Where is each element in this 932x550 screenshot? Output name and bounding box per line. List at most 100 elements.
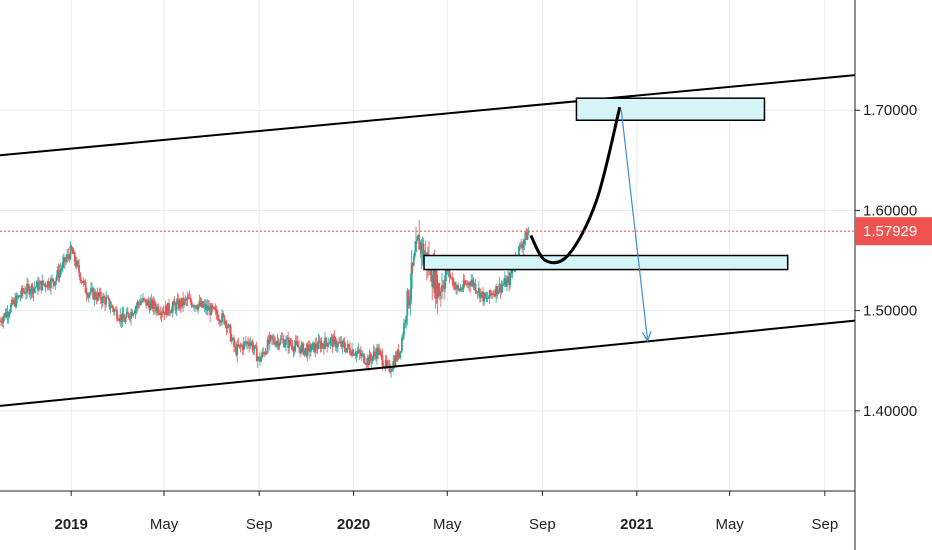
candle-body [295,341,298,344]
candle [328,341,331,345]
candle [351,342,353,358]
candle-body [319,342,322,349]
candle [317,333,320,350]
candle [175,298,178,316]
candle-body [200,301,203,306]
candle-body [477,288,480,293]
candle [45,285,48,288]
candle-body [165,305,168,316]
candle [253,345,256,355]
candle [104,295,106,312]
candle [312,340,314,350]
candle [14,293,17,309]
candle [123,315,126,323]
candle-body [2,317,5,324]
candle-body [326,342,329,347]
candle-body [274,342,277,346]
candle [266,336,269,355]
candle [332,333,335,347]
candle [199,296,202,307]
candle-body [92,288,95,300]
x-tick-label: 2020 [337,516,370,533]
candle [130,307,132,326]
candle [306,341,309,362]
candle-body [496,285,499,294]
candle-body [57,269,60,278]
candle [318,335,321,344]
candle-body [370,358,373,361]
drawings [0,74,856,407]
candle [183,297,186,308]
candle-body [247,341,249,345]
candle-body [265,352,268,354]
candle-body [499,283,502,292]
candle [372,344,375,361]
candle [497,290,500,295]
candle-body [143,298,145,300]
candle [292,347,295,358]
candle-body [320,343,323,349]
candle [229,323,232,343]
candle [439,287,442,308]
candle-body [9,305,12,313]
candle-body [278,343,281,347]
candle-body [58,271,61,278]
candle [392,354,395,373]
candle [288,336,291,354]
candle-body [48,287,51,288]
candle [448,267,451,284]
candle-body [364,362,366,364]
candle-body [43,283,46,285]
candle [295,335,298,345]
candle-body [39,281,41,284]
candle [236,339,239,362]
candle [339,336,342,344]
candle [365,362,368,370]
candle [352,348,355,357]
candle-body [103,296,105,299]
candle [398,352,401,359]
candle-body [438,291,441,296]
candle-body [356,352,359,354]
candle [51,274,53,281]
candle-body [63,257,65,262]
candle [350,350,352,357]
candle [6,305,9,324]
candle [413,240,416,259]
candle-body [113,309,116,312]
candle-body [480,292,482,299]
candle-body [30,285,33,292]
candle-body [242,342,245,350]
candle-body [351,349,353,356]
candle [346,340,349,354]
candle [1,316,4,328]
candle-body [241,345,244,350]
candle-body [470,281,473,286]
candle-body [299,348,301,354]
candle-body [338,342,340,344]
candle [158,309,161,316]
candle [186,291,189,306]
candle-body [181,297,183,307]
candle-body [187,297,190,299]
candle [125,307,128,318]
candle-body [359,353,362,356]
candle [319,337,322,353]
candle-body [411,262,414,266]
candle-body [458,288,461,291]
candle-body [132,313,135,316]
candle [15,292,18,309]
candle [269,334,272,341]
candle [30,283,33,299]
candle-body [234,346,236,348]
candle-body [405,315,408,323]
projection-curve [529,106,622,265]
candle [157,303,160,316]
candle [417,234,420,240]
candle-body [3,313,6,318]
projection-arrow-line [620,110,649,341]
candle-body [456,285,459,288]
candle [116,306,118,323]
candle [314,338,317,358]
